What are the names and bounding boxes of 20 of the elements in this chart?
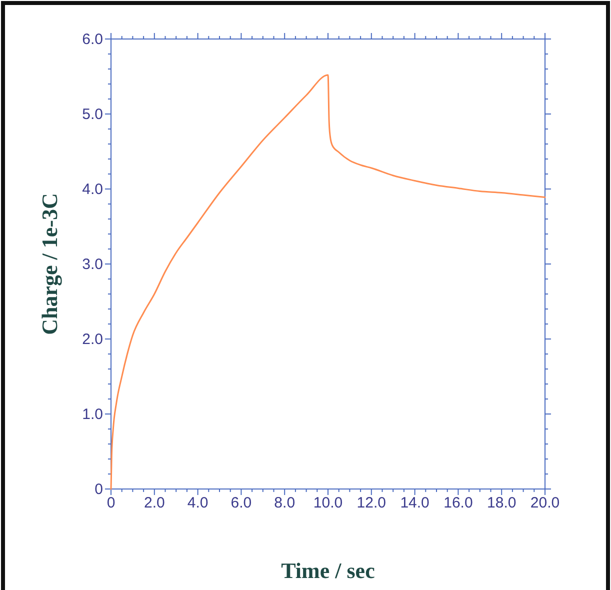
x-tick-label: 10.0	[313, 494, 343, 512]
y-tick-label: 6.0	[82, 30, 103, 48]
x-tick-label: 4.0	[187, 494, 208, 512]
y-tick-label: 3.0	[82, 256, 103, 273]
y-tick-label: 5.0	[82, 106, 103, 123]
x-tick-label: 18.0	[487, 494, 516, 512]
y-tick-label: 4.0	[82, 180, 103, 198]
y-tick-label: 1.0	[82, 406, 103, 423]
x-tick-label: 20.0	[530, 494, 560, 512]
y-tick-label: 2.0	[82, 330, 103, 348]
x-axis-title: Time / sec	[281, 558, 376, 583]
y-tick-label: 0	[94, 480, 103, 498]
x-tick-label: 16.0	[444, 494, 473, 512]
x-tick-label: 14.0	[400, 494, 430, 512]
x-tick-label: 2.0	[144, 494, 165, 512]
x-tick-label: 6.0	[230, 494, 252, 512]
x-tick-label: 0	[106, 494, 116, 512]
y-axis-title: Charge / 1e-3C	[37, 193, 62, 335]
x-tick-label: 8.0	[274, 494, 296, 512]
x-tick-label: 12.0	[356, 494, 386, 512]
